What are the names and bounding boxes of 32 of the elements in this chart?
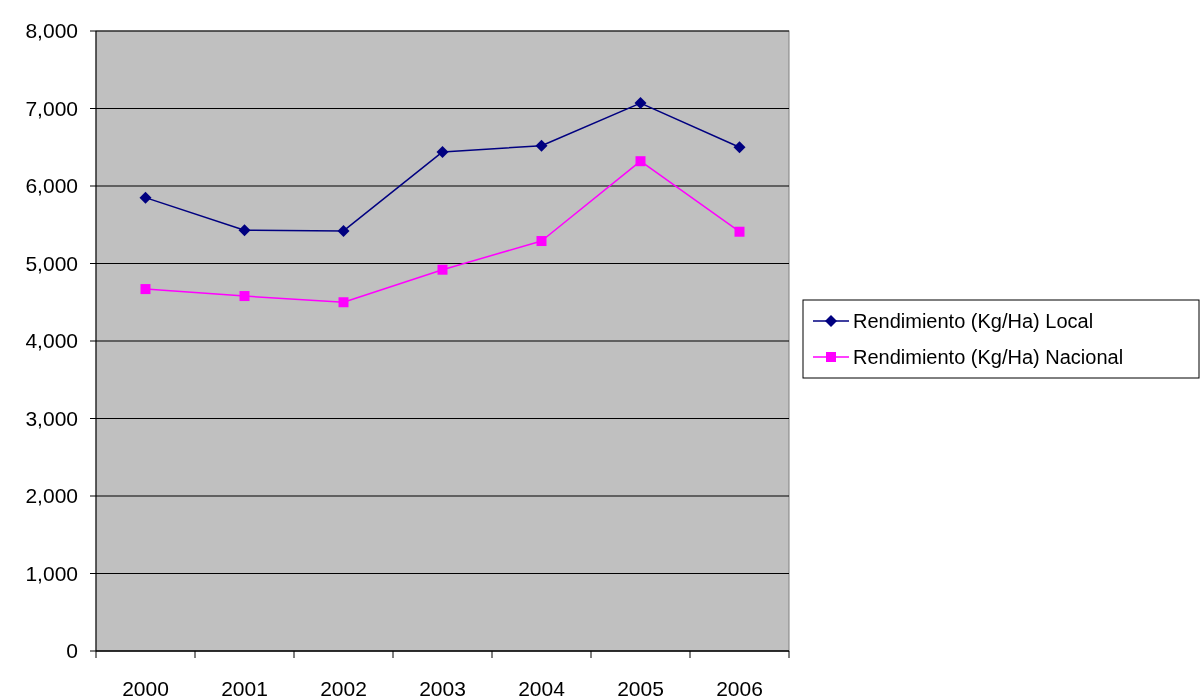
y-tick-label: 8,000 <box>25 19 78 43</box>
y-tick-label: 0 <box>66 639 78 663</box>
y-tick-label: 5,000 <box>25 251 78 275</box>
point <box>436 145 449 158</box>
y-tick-label: 4,000 <box>25 329 78 353</box>
y-tick-label: 3,000 <box>25 406 78 430</box>
point <box>437 264 448 275</box>
y-tick-label: 1,000 <box>25 561 78 585</box>
x-tick-label: 2001 <box>221 677 268 700</box>
point <box>140 284 151 295</box>
point <box>733 141 746 154</box>
legend-label: Rendimiento (Kg/Ha) Nacional <box>853 346 1124 368</box>
point <box>635 156 646 167</box>
point <box>337 224 350 237</box>
point <box>734 226 745 237</box>
point <box>634 97 647 110</box>
x-tick-label: 2005 <box>617 677 664 700</box>
x-tick-label: 2000 <box>122 677 169 700</box>
point <box>239 291 250 302</box>
point <box>238 224 251 237</box>
x-tick-label: 2006 <box>716 677 763 700</box>
point <box>338 297 349 308</box>
x-tick-label: 2002 <box>320 677 367 700</box>
point <box>139 191 152 204</box>
y-tick-label: 6,000 <box>25 174 78 198</box>
point <box>535 139 548 152</box>
y-tick-label: 7,000 <box>25 96 78 120</box>
y-tick-label: 2,000 <box>25 484 78 508</box>
legend-label: Rendimiento (Kg/Ha) Local <box>853 310 1094 332</box>
x-tick-label: 2003 <box>419 677 466 700</box>
x-tick-label: 2004 <box>518 677 566 700</box>
point <box>536 236 547 247</box>
